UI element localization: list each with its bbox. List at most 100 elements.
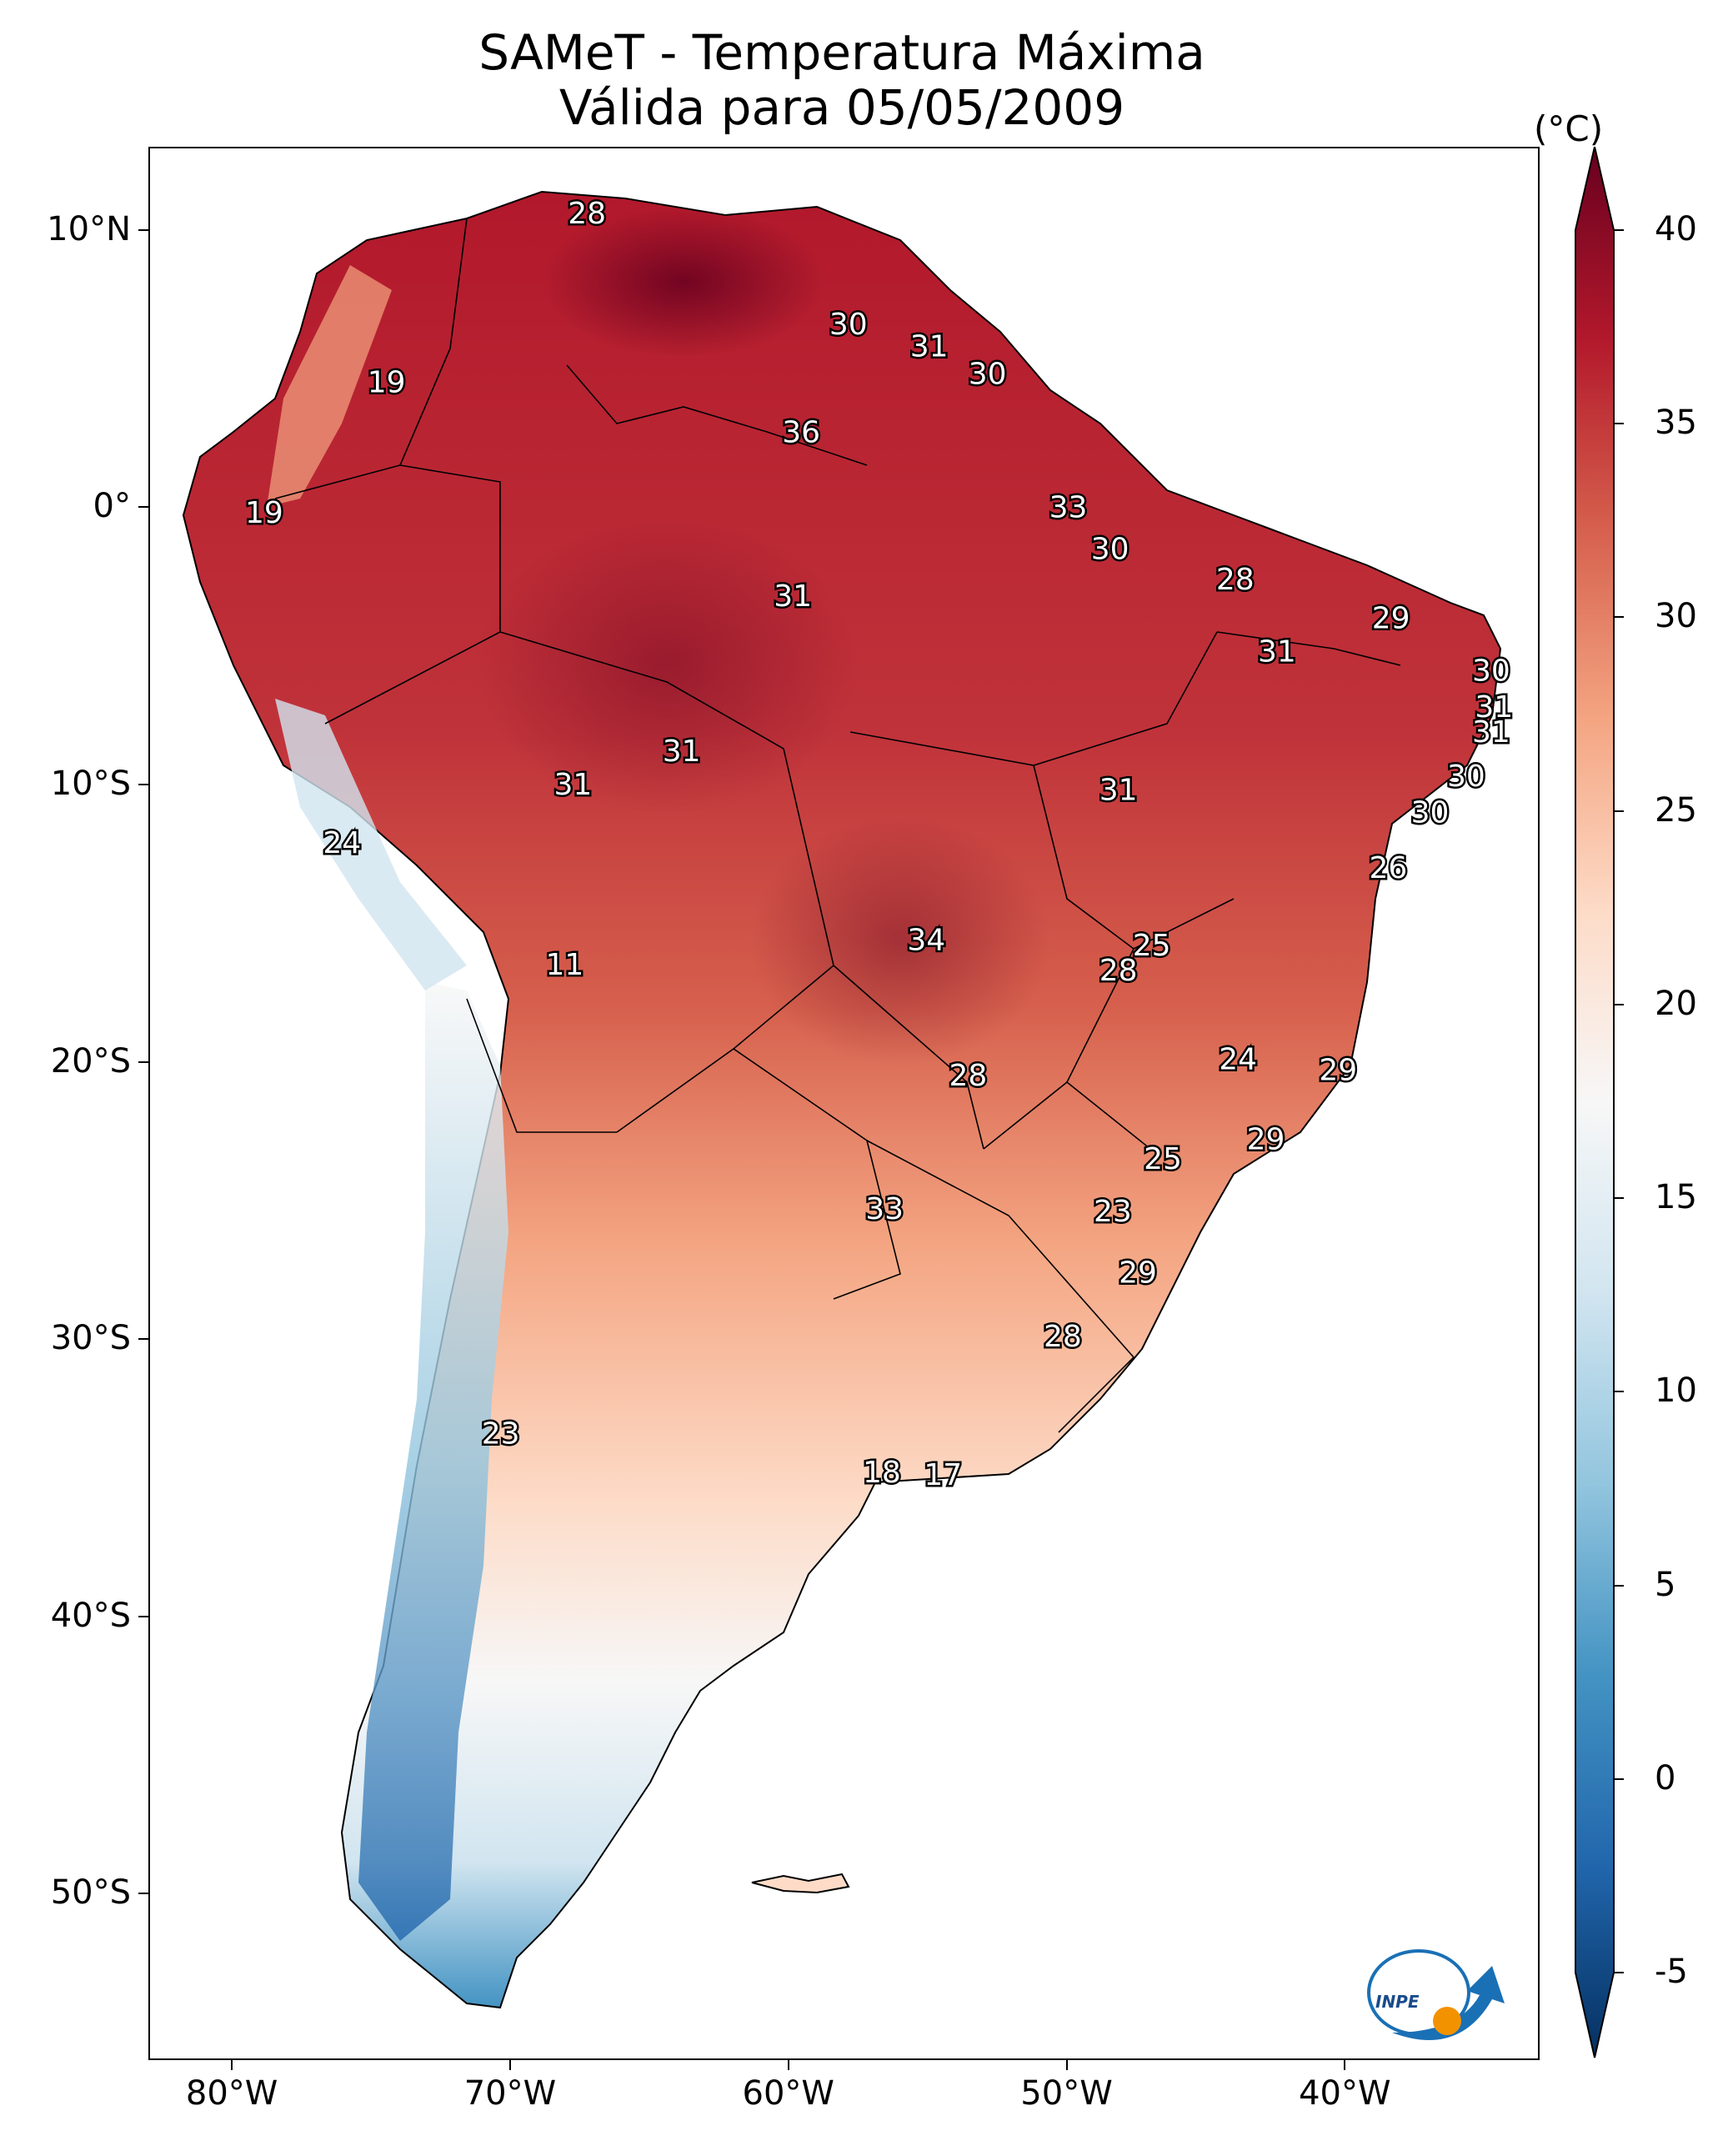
lon-tick-mark [508,2060,511,2070]
inpe-logo-text: INPE [1375,1992,1420,2012]
map-panel: INPE 28 19 30 31 30 36 19 33 30 28 31 29 31 30 31 31 31 3… [148,147,1540,2060]
station-value-label: 29 [1319,1054,1357,1088]
colorbar-tick-mark [1614,1777,1624,1780]
station-value-label: 33 [1049,490,1088,524]
country-borders [274,218,1401,1433]
station-value-label: 31 [910,330,949,364]
colorbar-tick-label: 0 [1655,1758,1676,1798]
hot-region-central [750,815,1050,1065]
station-value-label: 28 [1216,563,1255,597]
lat-tick-label: 10°N [47,209,131,248]
lat-tick-label: 50°S [50,1873,131,1913]
map-subtitle: Válida para 05/05/2009 [558,79,1125,136]
lat-tick-label: 0° [93,487,131,526]
lon-tick-mark [787,2060,789,2070]
station-value-label: 31 [1475,690,1513,725]
colorbar-tick-label: 40 [1655,210,1697,248]
colorbar [1575,147,1615,2058]
colorbar-tick-mark [1614,1584,1624,1587]
station-value-label: 29 [1119,1256,1157,1290]
colorbar-tick-mark [1614,810,1624,812]
station-value-label: 29 [1372,601,1410,635]
colorbar-tick-mark [1614,423,1624,425]
lat-tick-label: 10°S [50,765,131,803]
station-value-label: 19 [245,496,283,530]
colorbar-tick-label: 30 [1655,597,1697,636]
station-value-label: 30 [1472,654,1510,689]
colorbar-tick-label: 15 [1655,1178,1697,1217]
station-value-label: 23 [1094,1195,1132,1229]
colorbar-tick-label: 20 [1655,984,1697,1023]
colorbar-tick-mark [1614,1003,1624,1005]
falkland-islands [751,1873,850,1894]
station-value-label: 28 [1099,954,1138,988]
station-value-label: 30 [969,358,1007,392]
station-value-label: 28 [1044,1320,1082,1354]
station-value-label: 31 [1099,774,1138,808]
map-title: SAMeT - Temperatura Máxima [478,24,1205,81]
station-value-label: 25 [1144,1142,1182,1176]
station-value-label: 29 [1247,1123,1285,1157]
station-value-label: 31 [774,579,812,614]
lon-tick-label: 80°W [185,2074,278,2113]
station-value-label: 25 [1133,929,1171,963]
colorbar-tick-mark [1614,1972,1624,1973]
station-value-label: 30 [1447,760,1485,794]
hot-region-venezuela [542,207,825,357]
lat-tick-mark [138,1893,148,1895]
lat-tick-label: 20°S [50,1041,131,1081]
lon-tick-label: 40°W [1299,2074,1391,2113]
lat-tick-mark [138,784,148,785]
lat-tick-label: 30°S [50,1319,131,1358]
colorbar-tick-mark [1614,229,1624,231]
lat-tick-mark [138,506,148,509]
station-value-label: 17 [924,1458,962,1492]
lon-tick-mark [1344,2060,1346,2070]
colorbar-tick-label: 35 [1655,404,1697,443]
inpe-logo: INPE [1367,1949,1505,2040]
colorbar-tick-mark [1614,616,1624,619]
colorbar-tick-mark [1614,1391,1624,1393]
colorbar-tick-mark [1614,1197,1624,1200]
colorbar-tick-label: -5 [1655,1953,1688,1991]
station-value-label: 30 [1091,532,1129,566]
station-value-label: 18 [863,1456,901,1490]
hot-region-amazon [475,515,859,815]
lat-tick-label: 40°S [50,1596,131,1635]
station-value-label: 34 [907,923,945,957]
station-value-label: 23 [482,1416,520,1451]
station-value-label: 31 [553,768,592,802]
andes-cold-region [358,982,508,1941]
lon-tick-label: 60°W [742,2074,834,2113]
colombia-highlands-cool [267,265,392,507]
lon-tick-mark [231,2060,233,2070]
station-value-label: 28 [568,197,606,231]
colorbar-tick-label: 5 [1655,1565,1676,1604]
colorbar-tick-label: 25 [1655,790,1697,830]
lat-tick-mark [138,1338,148,1341]
station-value-label: 26 [1369,851,1407,885]
station-value-label: 30 [1411,795,1450,830]
station-value-label: 30 [829,308,868,342]
station-value-label: 33 [865,1192,904,1226]
colorbar-tick-label: 10 [1655,1371,1697,1411]
station-value-label: 31 [1472,715,1510,750]
station-value-label: 19 [368,366,406,400]
peru-highlands-cold [275,699,467,990]
station-value-label: 31 [663,735,701,769]
station-value-label: 24 [1219,1042,1257,1076]
lon-tick-label: 70°W [463,2074,557,2113]
lon-tick-mark [1065,2060,1068,2070]
colorbar-fill [1575,147,1615,2058]
lat-tick-mark [138,228,148,231]
lat-tick-mark [138,1615,148,1617]
station-value-label: 24 [323,826,361,860]
station-value-label: 11 [545,948,584,982]
station-value-label: 36 [782,416,820,450]
station-value-label: 28 [949,1059,987,1093]
station-value-label: 31 [1258,634,1296,669]
colorbar-unit: (°C) [1534,108,1604,149]
lat-tick-mark [138,1060,148,1063]
